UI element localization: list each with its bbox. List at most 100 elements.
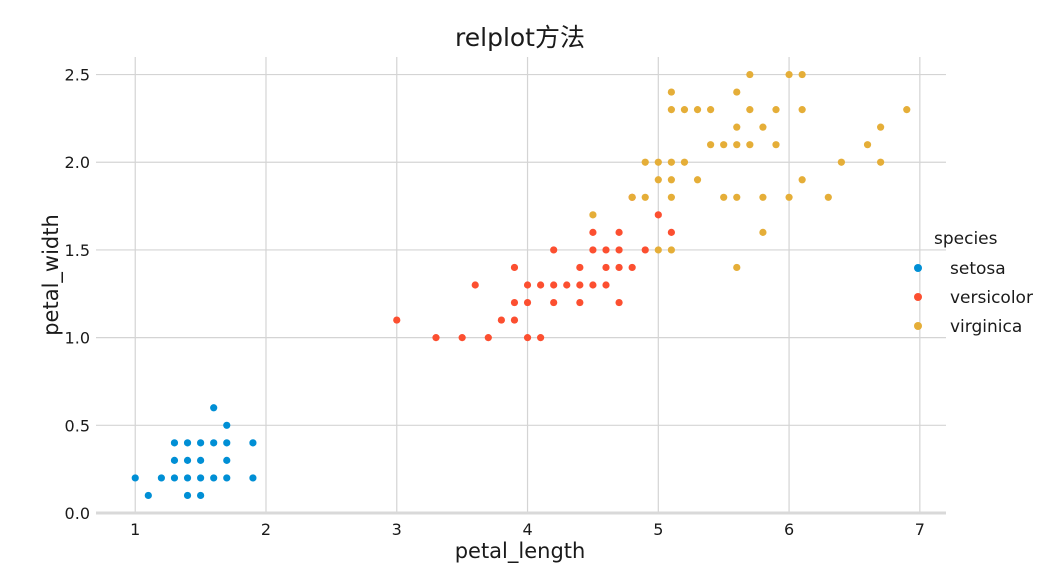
versicolor-point [615,263,623,272]
setosa-point [183,491,192,500]
x-tick-label: 7 [915,520,925,539]
x-tick-label: 2 [261,520,271,539]
versicolor-point [510,298,519,307]
virginica-point [877,123,885,131]
y-tick-label: 1.0 [65,329,90,348]
grid-lines [96,57,946,514]
virginica-point [733,123,741,131]
setosa-point [183,439,192,447]
virginica-point [785,193,793,201]
virginica-point [667,176,675,184]
versicolor-point [510,316,519,324]
setosa-point [131,474,139,482]
virginica-point [667,193,675,201]
virginica-point [589,211,597,219]
virginica-point [720,141,728,149]
setosa-point [210,439,218,447]
virginica-point [877,158,885,166]
versicolor-point [602,263,610,272]
versicolor-point [628,263,636,272]
virginica-point [837,158,845,166]
versicolor-point [615,298,623,307]
setosa-point [223,439,231,447]
legend-items: setosa versicolor virginica [914,259,1033,337]
virginica-point [772,106,780,114]
virginica-point [863,141,872,149]
versicolor-point [393,316,401,324]
setosa-point [170,474,179,482]
setosa-point [183,456,192,464]
versicolor-point [563,281,571,289]
setosa-point [210,404,218,412]
y-tick-label: 0.0 [65,504,90,523]
chart-title: relplot方法 [455,23,585,52]
virginica-point [903,106,911,114]
virginica-point [667,106,675,114]
virginica-point [733,193,741,201]
legend-title: species [934,229,998,249]
versicolor-point [615,228,623,236]
virginica-point [693,106,702,114]
x-axis-ticks: 1 2 3 4 5 6 7 [130,520,925,539]
virginica-legend-marker [914,322,922,330]
legend: species setosa versicolor virginica [914,229,1033,337]
versicolor-point [602,246,610,254]
setosa-point [210,474,218,482]
versicolor-point [550,281,558,289]
virginica-point [641,193,649,201]
versicolor-point [550,246,558,254]
virginica-point [680,158,689,166]
y-tick-label: 2.0 [65,153,90,172]
versicolor-point [589,228,597,236]
versicolor-point [523,334,532,342]
versicolor-point [432,334,440,342]
virginica-point [824,193,832,201]
x-tick-label: 5 [653,520,663,539]
versicolor-point [484,334,492,342]
virginica-point [693,176,702,184]
virginica-point [798,176,806,184]
versicolor-point [458,334,466,342]
virginica-point [707,141,715,149]
versicolor-point [523,298,532,307]
y-tick-label: 2.5 [65,66,90,85]
setosa-legend-marker [914,264,922,272]
versicolor-point [576,281,584,289]
versicolor-point [510,263,519,272]
virginica-point [680,106,689,114]
virginica-point [707,106,715,114]
setosa-point [223,474,231,482]
virginica-point [759,123,767,131]
versicolor-point [667,228,675,236]
versicolor-point [537,281,545,289]
versicolor-point [537,334,545,342]
virginica-point [733,88,741,96]
y-axis-label: petal_width [39,214,64,336]
virginica-point [720,193,728,201]
x-tick-label: 1 [130,520,140,539]
virginica-point [667,88,675,96]
setosa-point [197,439,205,447]
virginica-point [746,106,754,114]
virginica-point [667,246,675,254]
setosa-point [197,474,205,482]
versicolor-legend-marker [914,293,922,301]
virginica-point [746,141,754,149]
versicolor-point [641,246,649,254]
data-points [131,70,911,500]
versicolor-point [602,281,610,289]
setosa-point [144,491,152,500]
y-axis-ticks: 0.0 0.5 1.0 1.5 2.0 2.5 [65,66,90,523]
versicolor-point [471,281,479,289]
virginica-point [746,70,754,79]
setosa-point [249,439,257,447]
virginica-point [654,176,662,184]
setosa-point [223,456,231,464]
setosa-point [249,474,257,482]
y-tick-label: 1.5 [65,241,90,260]
virginica-point [628,193,636,201]
setosa-point [183,474,192,482]
setosa-point [170,456,179,464]
versicolor-point [497,316,505,324]
